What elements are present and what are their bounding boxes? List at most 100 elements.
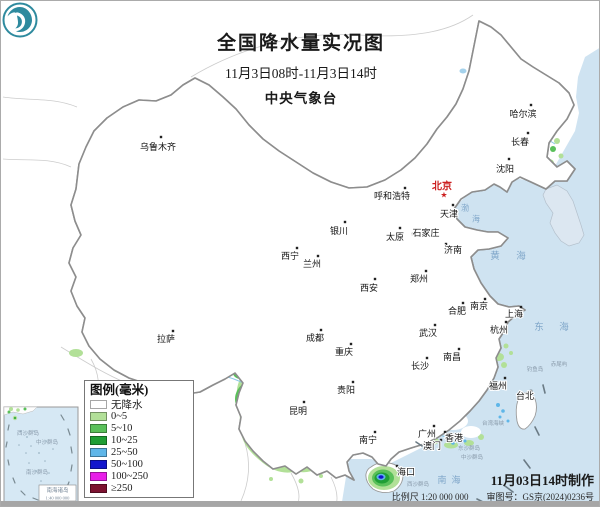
city-marker (395, 464, 399, 468)
city-marker (433, 323, 437, 327)
city-marker (159, 135, 163, 139)
legend-label: 0~5 (111, 410, 128, 422)
taiwan-island (515, 392, 537, 430)
legend-swatch (90, 411, 107, 421)
city-label: 台北 (516, 390, 534, 401)
page-title: 全国降水量实况图 (216, 33, 385, 54)
city-marker (526, 131, 530, 135)
city-marker (461, 301, 465, 305)
inset-dash-line (5, 414, 73, 501)
island-label: 西沙群岛 (407, 480, 430, 488)
city-label: 西安 (360, 282, 378, 293)
legend-item: 25~50 (90, 446, 188, 458)
map-labels-layer: 乌鲁木齐 哈尔滨长春沈阳 ★北京天津 呼和浩特银川太原 石家庄济南西宁兰州郑州西安合肥南… (17, 103, 569, 488)
island-label: 台湾海峡 (482, 419, 505, 427)
city-label: 呼和浩特 (374, 190, 410, 201)
city-label: 哈尔滨 (509, 108, 536, 119)
city-label: 长春 (511, 136, 529, 147)
city-marker (373, 430, 377, 434)
city-marker (483, 297, 487, 301)
legend-swatch (90, 435, 107, 445)
city-marker (504, 320, 508, 324)
city-label: 广州 (418, 428, 436, 439)
city-label: 贵阳 (337, 384, 355, 395)
map-title-block: 全国降水量实况图 11月3日08时-11月3日14时 中央气象台 (151, 28, 451, 107)
city-label: 乌鲁木齐 (140, 141, 176, 152)
city-marker (171, 329, 175, 333)
legend-swatch (90, 483, 107, 493)
city-label: 济南 (444, 244, 462, 255)
legend-box: 图例(毫米) 无降水 0~5 5~10 10~25 25~50 50~100 100~250… (84, 380, 194, 498)
legend-swatch (90, 399, 107, 409)
city-label: 长沙 (411, 360, 429, 371)
city-label: 合肥 (448, 305, 466, 316)
legend-label: 无降水 (111, 399, 143, 411)
legend-rows: 无降水 0~5 5~10 10~25 25~50 50~100 100~250 ≥250 (90, 398, 188, 494)
city-label: 太原 (386, 231, 404, 242)
sea-label: 海 (516, 250, 526, 262)
foreign-border (2, 158, 72, 168)
city-label: 沈阳 (496, 163, 514, 174)
city-label-capital: 北京 (432, 180, 452, 193)
korea-peninsula (542, 184, 585, 247)
legend-label: 25~50 (111, 446, 138, 458)
city-label: 西宁 (281, 250, 299, 261)
city-label: 南京 (470, 300, 488, 311)
city-marker (319, 328, 323, 332)
legend-label: 50~100 (111, 458, 143, 470)
city-marker (507, 157, 511, 161)
legend-swatch (90, 423, 107, 433)
city-marker (295, 246, 299, 250)
legend-label: 5~10 (111, 422, 133, 434)
city-label: 澳门 (423, 440, 441, 451)
island-label: 东沙群岛 (458, 444, 481, 452)
city-marker (351, 380, 355, 384)
city-marker (343, 220, 347, 224)
city-marker (503, 376, 507, 380)
sea-label: 东 (534, 321, 544, 333)
city-marker (411, 232, 415, 236)
city-marker (403, 186, 407, 190)
city-marker (457, 347, 461, 351)
sea-label: 渤 (461, 203, 469, 213)
legend-item: 50~100 (90, 458, 188, 470)
city-label: 南宁 (359, 434, 377, 445)
city-marker (451, 203, 455, 207)
city-marker (424, 269, 428, 273)
city-marker (529, 103, 533, 107)
sea-label: 海 (472, 214, 480, 224)
city-label: 武汉 (419, 327, 437, 338)
foreign-border (240, 442, 249, 502)
production-time-label: 11月03日14时制作 (490, 473, 594, 488)
city-label: 重庆 (335, 346, 353, 357)
city-label: 上海 (505, 308, 523, 319)
foreign-border (190, 14, 474, 78)
inset-islands (18, 430, 54, 482)
city-label: 南昌 (443, 351, 461, 362)
map-scale-label: 比例尺 1:20 000 000 (391, 492, 469, 502)
inset-name-label: 南海诸岛 (46, 486, 69, 494)
capital-star-icon: ★ (440, 191, 447, 200)
city-label: 香港 (445, 432, 463, 443)
city-label: 天津 (440, 209, 458, 219)
city-marker (373, 277, 377, 281)
sea-label: 海 (451, 474, 460, 485)
city-label: 杭州 (490, 324, 508, 335)
bottom-edge-bar (1, 501, 599, 506)
city-marker (439, 438, 443, 442)
city-label: 郑州 (410, 273, 428, 284)
island-label: 钓鱼岛 (527, 365, 544, 373)
city-label: 拉萨 (157, 333, 175, 344)
city-marker (432, 424, 436, 428)
inset-scale-label: 1:40 000 000 (46, 496, 71, 501)
legend-label: ≥250 (111, 482, 133, 494)
legend-item: ≥250 (90, 482, 188, 494)
island-label: 赤尾屿 (551, 360, 568, 368)
scale-approval-line: 比例尺 1:20 000 000 审图号：GS京(2024)0236号 (392, 490, 594, 503)
legend-label: 100~250 (111, 470, 149, 482)
title-time-range: 11月3日08时-11月3日14时 (225, 66, 377, 81)
city-marker (444, 242, 448, 246)
sea-label: 海 (559, 321, 569, 333)
